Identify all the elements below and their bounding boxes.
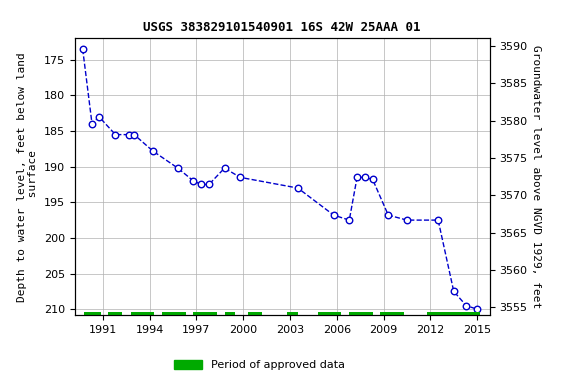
Point [329,212,338,218]
Point [204,181,214,187]
Point [236,174,245,180]
Point [384,212,393,218]
Legend: Period of approved data: Period of approved data [169,356,349,375]
Point [353,174,362,180]
Point [368,176,377,182]
Point [189,178,198,184]
Point [403,217,412,223]
Point [78,46,88,52]
Point [449,288,458,295]
Point [461,303,471,309]
Point [148,148,157,154]
Title: USGS 383829101540901 16S 42W 25AAA 01: USGS 383829101540901 16S 42W 25AAA 01 [143,22,421,35]
Y-axis label: Depth to water level, feet below land
 surface: Depth to water level, feet below land su… [17,52,39,301]
Point [196,181,206,187]
Point [344,217,354,223]
Point [130,132,139,138]
Point [434,217,443,223]
Point [220,165,229,171]
Point [472,306,482,312]
Point [173,165,183,171]
Point [293,185,302,191]
Y-axis label: Groundwater level above NGVD 1929, feet: Groundwater level above NGVD 1929, feet [531,45,541,308]
Point [88,121,97,127]
Point [125,132,134,138]
Point [94,114,104,120]
Point [360,174,369,180]
Point [111,132,120,138]
